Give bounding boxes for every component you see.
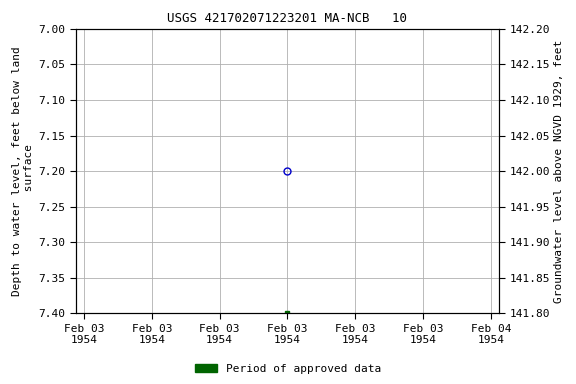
Legend: Period of approved data: Period of approved data [191,359,385,379]
Y-axis label: Depth to water level, feet below land
 surface: Depth to water level, feet below land su… [12,46,35,296]
Y-axis label: Groundwater level above NGVD 1929, feet: Groundwater level above NGVD 1929, feet [554,40,564,303]
Title: USGS 421702071223201 MA-NCB   10: USGS 421702071223201 MA-NCB 10 [168,12,407,25]
